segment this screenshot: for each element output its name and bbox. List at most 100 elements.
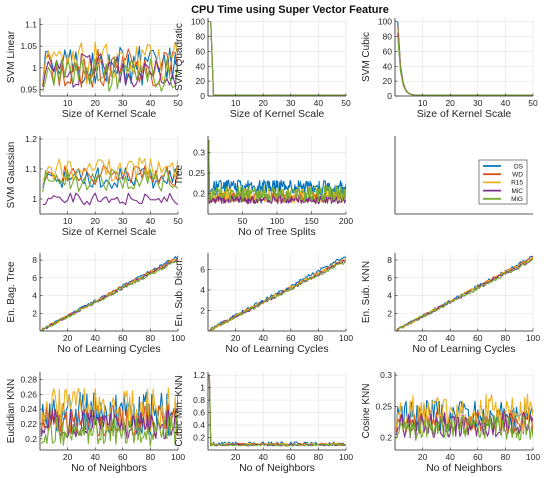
y-tick-label: 0.28 xyxy=(20,374,37,384)
series-group xyxy=(208,140,346,205)
x-tick-label: 40 xyxy=(501,98,511,108)
y-tick-label: 0 xyxy=(387,91,392,101)
y-tick-label: 0.25 xyxy=(188,168,205,178)
legend-label-mig: MiG xyxy=(511,196,523,203)
x-tick-label: 40 xyxy=(445,333,455,343)
plot-area xyxy=(208,372,346,450)
series-line-mig xyxy=(208,375,346,447)
x-tick-label: 100 xyxy=(171,452,185,462)
y-tick-label: 40 xyxy=(196,61,206,71)
series-line-r15 xyxy=(40,387,178,432)
y-tick-label: 4 xyxy=(32,291,37,301)
y-tick-label: 1.1 xyxy=(25,20,37,30)
x-tick-label: 30 xyxy=(118,98,128,108)
series-line-r15 xyxy=(40,258,178,331)
y-tick-label: 0.2 xyxy=(193,433,205,443)
y-tick-label: 20 xyxy=(383,76,393,86)
x-tick-label: 80 xyxy=(146,452,156,462)
x-tick-label: 20 xyxy=(63,333,73,343)
series-line-mig xyxy=(42,168,178,193)
y-tick-label: 0.95 xyxy=(20,85,37,95)
series-group xyxy=(397,21,533,96)
y-tick-label: 1 xyxy=(32,63,37,73)
x-tick-label: 10 xyxy=(418,98,428,108)
x-tick-label: 80 xyxy=(501,452,511,462)
y-axis-label: Cosine KNN xyxy=(361,383,372,438)
x-axis-label: No of Learning Cycles xyxy=(225,343,328,355)
x-tick-label: 80 xyxy=(146,333,156,343)
x-tick-label: 50 xyxy=(173,216,183,226)
y-tick-label: 0.22 xyxy=(20,419,37,429)
series-line-mig xyxy=(208,140,346,203)
subplot-cosine-knn: 20 40 60 80 100 0.2 0.25 0.3 No of Neighbors Cosi… xyxy=(361,370,540,474)
y-tick-label: 0.24 xyxy=(20,404,37,414)
x-axis-label: Size of Kernel Scale xyxy=(62,226,157,238)
x-tick-label: 100 xyxy=(270,216,284,226)
y-tick-label: 1.2 xyxy=(193,370,205,380)
x-tick-label: 50 xyxy=(528,98,538,108)
x-tick-label: 20 xyxy=(258,98,268,108)
x-tick-label: 100 xyxy=(526,333,540,343)
y-axis-label: SVM Cubic xyxy=(361,32,372,82)
x-tick-label: 40 xyxy=(90,452,100,462)
x-tick-label: 20 xyxy=(90,98,100,108)
legend-label-mic: MiC xyxy=(511,188,523,195)
x-tick-label: 20 xyxy=(418,333,428,343)
subplot-tree: 50 100 150 200 0.2 0.25 0.3 No of Tree Splits Tr… xyxy=(174,136,353,238)
x-tick-label: 30 xyxy=(118,216,128,226)
x-tick-label: 60 xyxy=(118,333,128,343)
x-tick-label: 50 xyxy=(341,98,351,108)
series-group xyxy=(209,256,346,331)
y-tick-label: 80 xyxy=(383,32,393,42)
subplot-euclidian-knn: 20 40 60 80 100 0.2 0.22 0.24 0.26 0.28 No of Neig… xyxy=(6,372,185,474)
series-line-mig xyxy=(41,260,178,331)
x-tick-label: 20 xyxy=(231,333,241,343)
series-line-ds xyxy=(42,167,178,189)
x-axis-label: No of Tree Splits xyxy=(238,226,316,238)
x-tick-label: 40 xyxy=(90,333,100,343)
subplot-en-sub-discr: 20 40 60 80 100 2 4 6 No of Learning Cycles En. S… xyxy=(174,253,353,355)
x-tick-label: 40 xyxy=(314,98,324,108)
y-tick-label: 1.2 xyxy=(25,134,37,144)
y-tick-label: 1.1 xyxy=(25,164,37,174)
series-line-mig xyxy=(40,416,178,447)
y-tick-label: 0.2 xyxy=(380,433,392,443)
series-line-wd xyxy=(208,375,346,447)
subplot-cubic-min-knn: 20 40 60 80 100 0.2 0.4 0.6 0.8 1 1.2 No of Neighbo… xyxy=(174,370,353,474)
x-axis-label: No of Neighbors xyxy=(426,462,502,474)
y-tick-label: 6 xyxy=(32,273,37,283)
y-tick-label: 60 xyxy=(196,46,206,56)
x-tick-label: 100 xyxy=(339,333,353,343)
y-axis-label: Euclidian KNN xyxy=(6,379,17,443)
y-tick-label: 2 xyxy=(387,308,392,318)
x-tick-label: 50 xyxy=(173,98,183,108)
series-group xyxy=(40,255,178,331)
series-line-mic xyxy=(42,192,178,206)
y-tick-label: 4 xyxy=(200,285,205,295)
x-axis-label: Size of Kernel Scale xyxy=(417,108,512,120)
y-axis-label: En. Sub. Discri. xyxy=(174,258,185,327)
y-tick-label: 1 xyxy=(32,194,37,204)
y-tick-label: 0.25 xyxy=(375,401,392,411)
series-line-ds xyxy=(42,46,178,86)
x-tick-label: 100 xyxy=(171,333,185,343)
y-tick-label: 60 xyxy=(383,46,393,56)
y-tick-label: 1 xyxy=(200,383,205,393)
x-tick-label: 60 xyxy=(473,452,483,462)
x-tick-label: 30 xyxy=(286,98,296,108)
series-line-mig xyxy=(42,56,178,92)
y-axis-label: SVM Gaussian xyxy=(6,142,17,209)
x-tick-label: 20 xyxy=(231,452,241,462)
subplot-svm-quadratic: 10 20 30 40 50 0 20 40 60 80 100 Size of Kernel Sca… xyxy=(174,17,351,120)
x-tick-label: 40 xyxy=(258,333,268,343)
subplot-en-sub-knn: 20 40 60 80 100 2 4 6 8 No of Learning Cycles En. … xyxy=(361,253,540,355)
plot-area xyxy=(208,18,346,96)
x-tick-label: 20 xyxy=(418,452,428,462)
x-tick-label: 30 xyxy=(473,98,483,108)
x-axis-label: Size of Kernel Scale xyxy=(62,108,157,120)
series-group xyxy=(42,156,178,206)
series-group xyxy=(40,387,178,447)
